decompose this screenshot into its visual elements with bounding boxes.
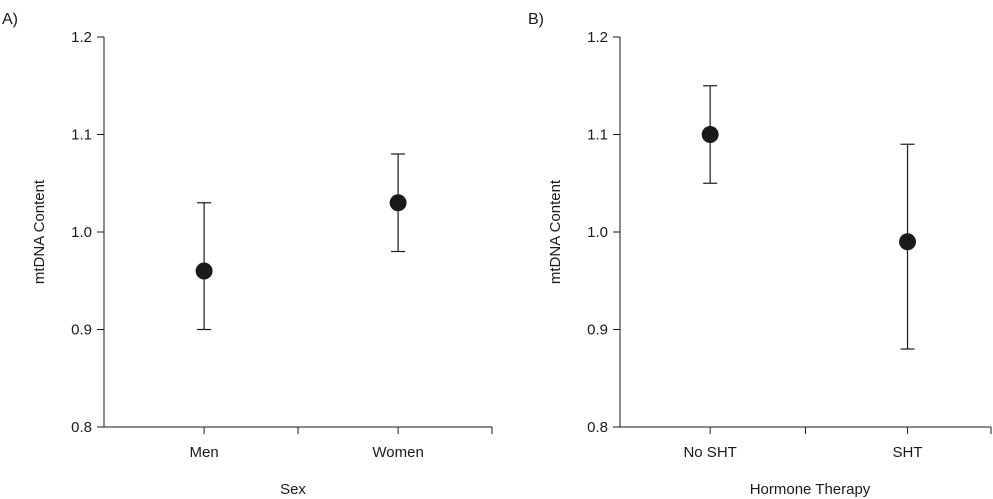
panel-a-axes: 0.8 0.9 1.0 1.1 1.2 Men Women xyxy=(71,29,493,461)
panel-b-data-point xyxy=(701,126,719,143)
panel-a-y-tick-label: 0.9 xyxy=(71,322,92,339)
panel-b-data-point xyxy=(899,233,917,251)
panel-a-data-point xyxy=(389,194,407,212)
panel-a-y-tick-label: 1.2 xyxy=(71,29,92,46)
panel-b-y-tick-label: 1.0 xyxy=(587,224,608,241)
panel-a-marks xyxy=(195,153,407,331)
panel-a-label: A) xyxy=(2,11,18,28)
panel-a-data-point xyxy=(195,262,213,280)
panel-a: A) Sex mtDNA Content 0.8 0.9 1.0 1.1 1.2 Men W… xyxy=(2,11,493,498)
panel-b-y-tick-label: 0.9 xyxy=(587,322,608,339)
panel-b-y-tick-label: 1.1 xyxy=(587,127,608,144)
panel-a-x-tick-label: Men xyxy=(190,444,219,461)
panel-a-y-tick-label: 1.1 xyxy=(71,127,92,144)
panel-b-x-tick-label: SHT xyxy=(893,444,923,461)
panel-a-x-axis-title: Sex xyxy=(280,481,306,498)
panel-a-y-axis-title: mtDNA Content xyxy=(31,179,48,284)
panel-a-y-tick-label: 1.0 xyxy=(71,224,92,241)
panel-b: B) Hormone Therapy mtDNA Content 0.8 0.9 1… xyxy=(528,11,992,498)
panel-a-x-tick-label: Women xyxy=(372,444,423,461)
panel-b-x-axis-title: Hormone Therapy xyxy=(750,481,871,498)
panel-b-label: B) xyxy=(528,11,544,28)
panel-a-y-tick-label: 0.8 xyxy=(71,419,92,436)
panel-b-y-tick-label: 0.8 xyxy=(587,419,608,436)
panel-b-x-tick-label: No SHT xyxy=(683,444,736,461)
panel-b-axes: 0.8 0.9 1.0 1.1 1.2 No SHT SHT xyxy=(587,29,992,461)
panel-b-marks xyxy=(701,85,917,350)
panel-b-y-tick-label: 1.2 xyxy=(587,29,608,46)
panel-b-y-axis-title: mtDNA Content xyxy=(547,179,564,284)
